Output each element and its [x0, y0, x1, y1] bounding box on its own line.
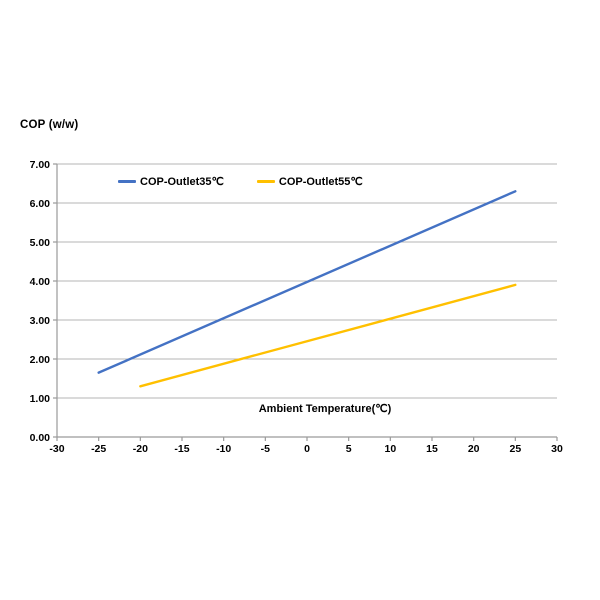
- x-tick-label--20: -20: [133, 443, 148, 455]
- y-tick-label-7: 7.00: [30, 159, 51, 171]
- legend-item-outlet35: COP-Outlet35℃: [118, 175, 224, 188]
- x-tick-label-20: 20: [468, 443, 480, 455]
- x-tick-label--15: -15: [174, 443, 189, 455]
- y-tick-label-3: 3.00: [30, 315, 51, 327]
- x-axis-title: Ambient Temperature(℃): [258, 403, 392, 415]
- legend-label-outlet55: COP-Outlet55℃: [278, 176, 363, 188]
- x-tick-label-5: 5: [346, 443, 352, 455]
- x-tick-label-0: 0: [304, 443, 310, 455]
- y-tick-label-1: 1.00: [30, 393, 51, 405]
- legend: COP-Outlet35℃ COP-Outlet55℃: [118, 175, 363, 188]
- series-line-0: [97, 190, 517, 374]
- x-tick-label-10: 10: [384, 443, 396, 455]
- x-tick-label--5: -5: [261, 443, 270, 455]
- legend-item-outlet55: COP-Outlet55℃: [256, 175, 363, 188]
- y-axis-title: COP (w/w): [20, 119, 79, 131]
- legend-line-swatch-outlet35: [118, 180, 136, 183]
- x-tick-label-30: 30: [551, 443, 563, 455]
- legend-label-outlet35: COP-Outlet35℃: [140, 176, 224, 188]
- x-tick-label--10: -10: [216, 443, 231, 455]
- x-tick-label--25: -25: [91, 443, 106, 455]
- series-line-1: [139, 283, 517, 388]
- x-tick-label-15: 15: [426, 443, 438, 455]
- x-tick-label--30: -30: [49, 443, 64, 455]
- y-tick-label-4: 4.00: [30, 276, 51, 288]
- legend-line-swatch-outlet55: [256, 180, 275, 183]
- y-tick-label-6: 6.00: [30, 198, 51, 210]
- y-tick-label-0: 0.00: [30, 432, 51, 444]
- y-tick-label-5: 5.00: [30, 237, 51, 249]
- y-tick-label-2: 2.00: [30, 354, 51, 366]
- x-tick-label-25: 25: [509, 443, 521, 455]
